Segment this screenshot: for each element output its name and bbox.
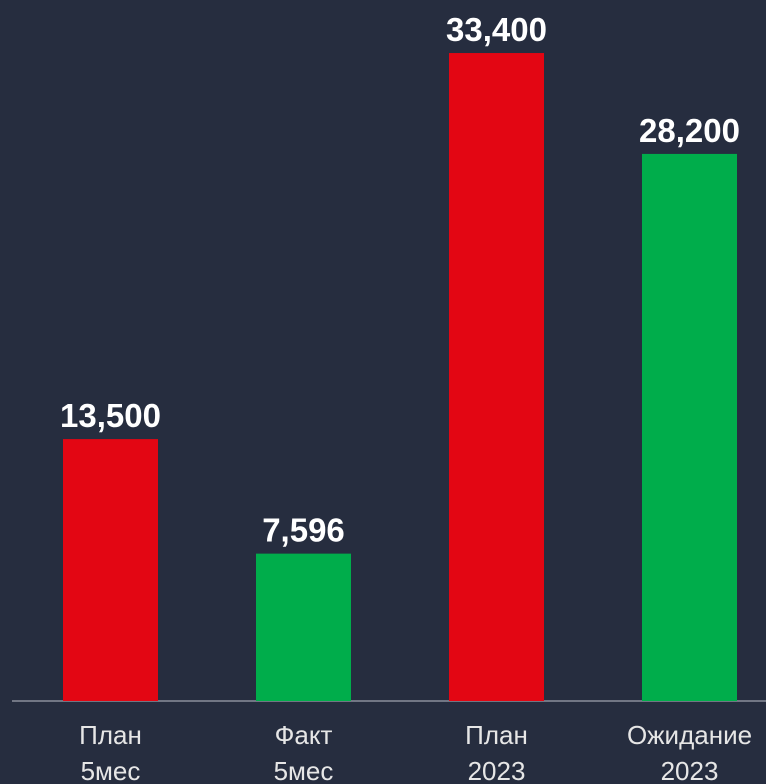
x-tick-label-line: План [465, 720, 528, 750]
value-label: 28,200 [639, 112, 740, 149]
x-tick-label: Ожидание 2023 [627, 720, 752, 784]
x-tick-label: План 2023 [465, 720, 528, 784]
bar [63, 439, 158, 701]
x-tick-label: План 5мес [79, 720, 142, 784]
x-tick-label-line: Ожидание [627, 720, 752, 750]
value-label: 7,596 [262, 512, 345, 549]
x-tick-label-line: 5мес [274, 756, 334, 784]
x-tick-label-line: 2023 [468, 756, 526, 784]
x-tick-label-line: 2023 [661, 756, 719, 784]
x-tick-label-line: Факт [275, 720, 333, 750]
bar [642, 153, 737, 702]
value-label: 33,400 [446, 11, 547, 48]
value-label: 13,500 [60, 397, 161, 434]
x-tick-label-line: 5мес [81, 756, 141, 784]
x-tick-label: Факт 5мес [274, 720, 334, 784]
x-tick-label-line: План [79, 720, 142, 750]
bar [256, 553, 351, 701]
bar [449, 53, 544, 702]
